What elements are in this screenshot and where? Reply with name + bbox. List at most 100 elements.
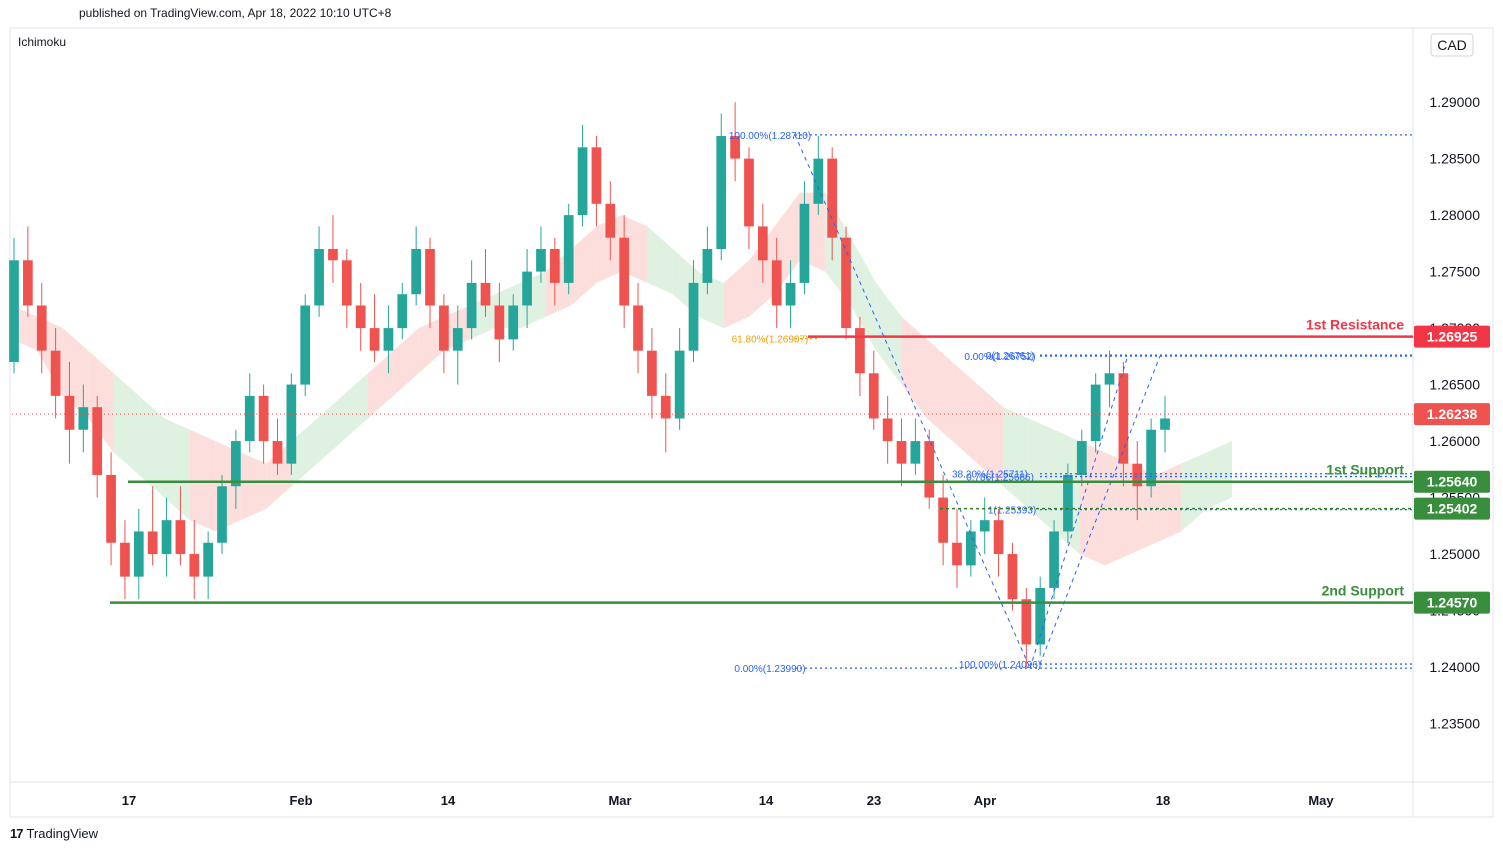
time-tick-4: 14 [759, 793, 774, 808]
candle-71 [993, 508, 1004, 577]
cloud-segment-23 [596, 215, 622, 283]
price-badge-support2: 1.24570 [1414, 591, 1490, 614]
price-badge-text-last: 1.26238 [1427, 406, 1478, 422]
fib-label-5: 0.786(1.25686) [966, 473, 1034, 484]
candle-83 [1160, 395, 1170, 453]
candle-49 [688, 260, 699, 362]
candle-46 [647, 328, 657, 419]
level-label-2: 2nd Support [1322, 583, 1405, 599]
candle-6 [92, 395, 103, 498]
price-badge-support1b: 1.25402 [1414, 497, 1490, 520]
candle-14 [203, 531, 213, 600]
candle-body-57 [799, 203, 810, 283]
price-badge-text-support1: 1.25640 [1427, 474, 1478, 490]
candle-body-64 [896, 441, 907, 464]
candle-39 [549, 237, 560, 306]
candle-15 [217, 474, 227, 555]
candle-37 [522, 249, 532, 329]
candle-body-58 [813, 158, 824, 204]
price-tick-1: 1.28500 [1429, 151, 1480, 167]
candle-body-56 [785, 282, 796, 306]
cloud-segment-37 [952, 361, 978, 464]
candle-body-37 [522, 271, 532, 306]
candle-body-7 [106, 474, 116, 543]
candle-65 [910, 418, 921, 475]
price-tick-11: 1.23500 [1429, 716, 1480, 732]
candle-body-21 [300, 305, 311, 385]
price-badge-support1: 1.25640 [1414, 470, 1490, 493]
candle-45 [633, 282, 643, 374]
time-tick-0: 17 [122, 793, 136, 808]
candle-19 [272, 418, 283, 475]
candle-body-5 [78, 407, 89, 430]
candle-body-3 [50, 350, 61, 396]
candle-body-55 [771, 260, 782, 306]
candle-body-25 [355, 305, 366, 329]
price-badge-bg-support1b [1414, 497, 1490, 520]
candle-27 [383, 305, 394, 374]
candle-body-20 [286, 384, 297, 464]
cloud-segment-39 [1003, 407, 1029, 509]
candle-body-31 [439, 305, 449, 351]
candle-30 [425, 237, 435, 329]
candle-64 [896, 418, 907, 487]
candle-body-18 [258, 395, 269, 442]
cloud-segment-36 [927, 339, 953, 442]
candle-body-51 [716, 136, 727, 250]
cloud-segment-12 [317, 395, 343, 464]
candle-36 [508, 294, 519, 351]
price-tick-2: 1.28000 [1429, 207, 1480, 223]
cloud-segment-46 [1181, 452, 1207, 532]
candle-body-39 [549, 249, 560, 283]
candle-17 [244, 373, 255, 453]
candle-body-30 [425, 249, 435, 306]
candle-16 [231, 429, 241, 509]
price-badge-bg-last [1414, 403, 1490, 426]
price-badge-text-support1b: 1.25402 [1427, 501, 1478, 517]
candle-body-82 [1146, 429, 1156, 487]
candle-61 [855, 316, 865, 396]
candle-body-35 [494, 305, 505, 340]
candle-body-32 [452, 328, 463, 351]
candle-body-16 [231, 441, 241, 487]
candle-body-23 [328, 249, 338, 261]
fib-trend-1 [1029, 354, 1129, 669]
candle-body-10 [147, 531, 158, 555]
price-badge-last: 1.26238 [1414, 403, 1490, 426]
chart-frame [9, 27, 1494, 818]
candle-73 [1021, 587, 1032, 668]
candle-body-41 [577, 147, 588, 216]
cloud-segment-25 [647, 226, 673, 295]
candle-body-26 [369, 328, 380, 351]
candle-42 [591, 136, 602, 227]
candle-70 [979, 497, 990, 555]
candle-1 [23, 226, 33, 317]
candle-body-14 [203, 542, 213, 577]
candle-67 [938, 474, 948, 566]
candle-43 [605, 181, 616, 261]
candle-body-77 [1076, 441, 1087, 475]
candle-12 [175, 486, 186, 566]
candle-75 [1049, 520, 1059, 600]
candle-51 [716, 113, 727, 261]
cloud-segment-28 [723, 260, 750, 329]
cloud-segment-35 [901, 316, 927, 419]
candle-9 [133, 508, 144, 600]
candle-7 [106, 452, 116, 566]
price-badge-resistance: 1.26925 [1414, 325, 1490, 348]
price-axis[interactable]: 1.290001.285001.280001.275001.270001.265… [1414, 94, 1490, 732]
candle-2 [36, 282, 47, 374]
candle-62 [868, 350, 879, 430]
candle-23 [328, 215, 338, 283]
indicator-label[interactable]: Ichimoku [18, 35, 66, 49]
candle-35 [494, 282, 505, 362]
price-badge-bg-support1 [1414, 470, 1490, 493]
time-axis[interactable]: 17 Feb 14 Mar 14 23 Apr 18 May [122, 793, 1335, 808]
currency-box[interactable] [1430, 33, 1474, 57]
candle-56 [785, 260, 796, 329]
fib-label-8: 100.00%(1.24026) [959, 660, 1041, 671]
candle-31 [439, 294, 449, 374]
candle-24 [341, 249, 352, 329]
footer: 17 TradingView [10, 826, 98, 841]
